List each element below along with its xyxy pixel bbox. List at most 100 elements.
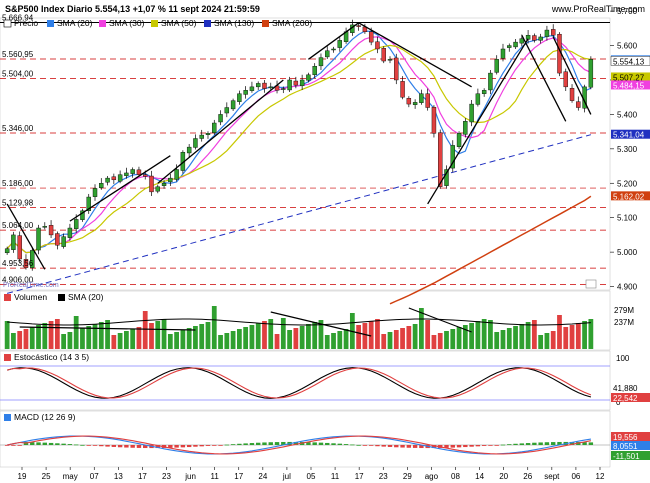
candle-up [99,183,104,188]
volume-bar-up [475,321,481,349]
trendline[interactable] [69,155,171,222]
volume-bar-up [444,331,449,349]
macd-panel[interactable] [0,410,611,468]
candle-down [550,29,556,36]
trendline[interactable] [157,79,284,184]
volume-bar-up [180,330,186,349]
legend-swatch-macd [4,414,11,421]
price-tag-label: 5.484,15 [613,81,645,90]
candle-up [318,57,324,67]
macd-histogram-bar [456,445,462,448]
volume-bar-up [412,324,418,349]
volume-bar-up [343,329,349,349]
macd-histogram-bar [30,442,35,445]
sma50-line [6,44,591,254]
volume-bar-down [550,331,556,349]
volume-bar-up [218,335,223,349]
volume-bar-up [268,319,274,349]
price-tag [611,129,650,139]
volume-bar-up [42,323,48,349]
trendlines[interactable] [6,22,592,270]
legend-volume: Volumen [14,292,47,302]
brand-link[interactable]: www.ProRealTime.com [551,4,645,14]
macd-histogram-bar [143,445,148,449]
candle-down [17,235,22,260]
stochastic-panel[interactable] [0,350,611,411]
macd-histogram-bar [368,445,374,446]
left-level-label: 5.666,94 [2,13,34,22]
candle-down [368,31,374,43]
volume-trendline[interactable] [270,311,372,337]
volume-bar-down [557,315,562,349]
volume-bar-up [318,320,324,349]
macd-histogram-bar [48,442,54,445]
volume-bar-up [174,332,179,349]
legend-sma130: SMA (130) [214,18,254,28]
time-axis-label: 07 [90,472,99,481]
candle-up [249,86,255,91]
candle-up [544,29,550,37]
volume-bar-down [425,320,431,349]
left-level-label: 5.186,00 [2,179,34,188]
candle-down [431,106,437,134]
macd-histogram-bar [205,445,211,446]
stoch-d-line [6,367,592,399]
macd-histogram-bar [136,445,142,448]
trendline[interactable] [308,22,360,60]
macd-histogram-bar [42,442,47,445]
macd-histogram-bar [155,445,160,449]
volume-bar-up [230,331,236,349]
trendline[interactable] [552,36,592,115]
macd-histogram-bar [117,445,123,448]
trendline[interactable] [358,22,472,88]
candle-up [224,107,230,114]
legend-swatch-price [3,19,12,28]
macd-histogram-bar [513,443,518,445]
time-axis-label: 19 [18,472,27,481]
volume-trendline[interactable] [19,326,196,331]
macd-histogram-bar [394,445,399,448]
macd-tag-signal-label: 19,556 [613,433,638,442]
macd-histogram-bar [350,444,355,446]
price-panel[interactable] [0,17,611,291]
macd-histogram-bar [519,443,525,445]
left-level-label: 5.129,98 [2,198,34,207]
macd-histogram-bar [293,441,299,445]
macd-tag-signal [611,432,650,441]
trendline[interactable] [521,34,567,122]
macd-histogram-bar [450,445,455,448]
header-bar [0,0,650,16]
macd-histogram-bar [268,442,273,445]
macd-histogram-bar [557,441,562,445]
legend-swatch-sma20 [47,20,54,27]
candle-up [174,169,179,180]
volume-bar-up [61,334,67,349]
candle-up [387,59,393,61]
candle-down [356,25,361,27]
time-axis[interactable]: 19 25 may 07 13 17 23 jun 11 17 24 jul 05 11 17 23 29 ago… [18,467,605,481]
price-tag [611,72,650,82]
volume-bar-down [136,327,142,349]
trendline[interactable] [427,38,529,205]
volume-bar-down [362,323,368,349]
time-axis-label: 24 [258,472,267,481]
macd-histogram-bar [86,445,91,446]
volume-bar-up [462,325,468,349]
candle-up [281,88,286,90]
volume-bar-up [117,333,123,349]
volume-trendline[interactable] [408,307,472,333]
panel-settings-icon[interactable] [585,279,597,289]
macd-histogram-bar [469,445,474,447]
volume-bar-down [17,331,23,349]
time-axis-label: 14 [475,472,484,481]
macd-histogram-bar [73,444,79,446]
macd-histogram-bar [343,444,349,445]
time-axis-label: 17 [355,472,364,481]
candle-down [394,57,399,81]
price-axis[interactable]: 5.7005.6005.5005.4005.3005.2005.1005.000… [610,7,638,292]
trendline[interactable] [6,203,46,270]
candle-down [136,169,142,175]
volume-bar-up [312,322,318,349]
volume-bar-up [538,335,544,349]
